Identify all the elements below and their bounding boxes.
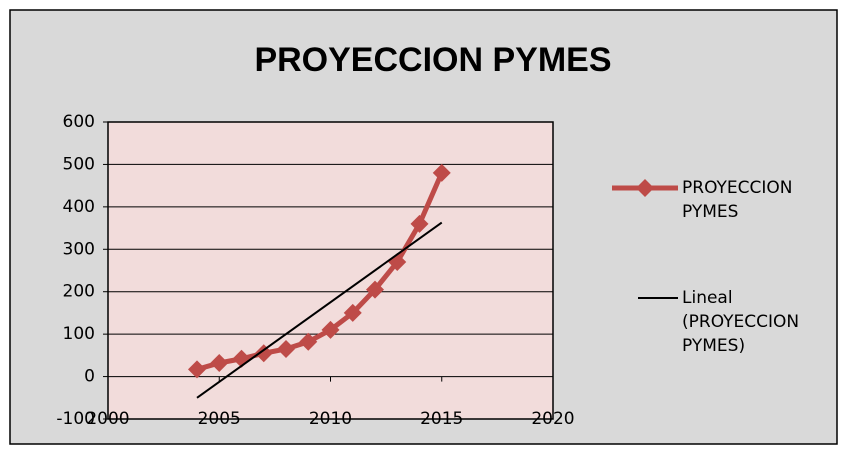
x-tick-label: 2015 — [420, 409, 463, 429]
y-tick-label: 0 — [84, 367, 95, 387]
marker — [210, 353, 229, 372]
marker — [277, 339, 295, 358]
legend-label: Lineal (PROYECCION PYMES) — [682, 288, 800, 356]
y-tick-label: 100 — [63, 324, 95, 344]
y-tick-label: 600 — [63, 112, 95, 132]
x-tick-label: 2000 — [86, 409, 129, 429]
chart-title: PROYECCION PYMES — [254, 41, 611, 79]
marker — [343, 303, 362, 322]
marker — [432, 163, 451, 182]
y-tick-label: 300 — [63, 239, 95, 259]
y-tick-label: 500 — [63, 154, 95, 174]
x-tick-label: 2010 — [309, 409, 352, 429]
plot-border — [107, 121, 554, 420]
plot-area — [108, 122, 553, 419]
marker — [410, 214, 429, 233]
marker — [366, 280, 384, 299]
marker — [321, 320, 340, 339]
x-tick-label: 2005 — [198, 409, 241, 429]
marker — [299, 332, 318, 351]
marker — [254, 344, 273, 363]
marker — [188, 360, 206, 379]
series-line — [196, 221, 443, 399]
y-tick-label: -100 — [56, 409, 95, 429]
y-tick-label: 400 — [63, 197, 95, 217]
y-tick-label: 200 — [63, 282, 95, 302]
legend-marker — [636, 179, 654, 197]
legend-label: PROYECCION PYMES — [682, 178, 793, 222]
x-tick-label: 2020 — [531, 409, 574, 429]
